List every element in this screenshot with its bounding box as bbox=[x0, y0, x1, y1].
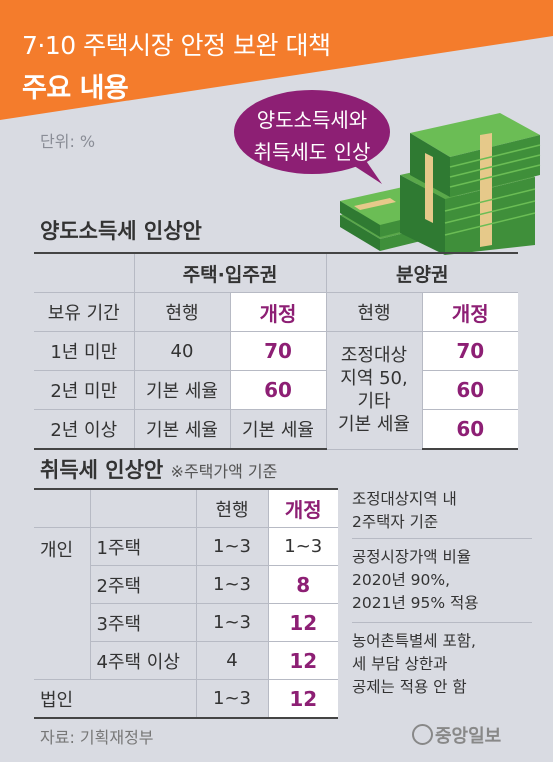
note-divider bbox=[352, 622, 532, 623]
housing-current-cell: 40 bbox=[133, 331, 231, 371]
table-row: 3주택 1~3 12 bbox=[34, 603, 338, 642]
presale-current-merged-cell: 조정대상 지역 50, 기타 기본 세율 bbox=[325, 331, 423, 450]
text-line: 기본 세율 bbox=[338, 414, 410, 436]
housing-revised-cell: 기본 세율 bbox=[229, 409, 327, 450]
housing-current-cell: 기본 세율 bbox=[133, 370, 231, 410]
text-line: 농어촌특별세 포함, bbox=[352, 632, 476, 650]
text-line: 지역 50, bbox=[340, 368, 408, 390]
empty-cell bbox=[89, 488, 197, 528]
revised-cell: 12 bbox=[267, 641, 338, 680]
logo-icon bbox=[412, 724, 433, 745]
housing-revised-cell: 70 bbox=[229, 331, 327, 371]
housing-current-cell: 기본 세율 bbox=[133, 409, 231, 450]
period-cell: 2년 이상 bbox=[34, 409, 135, 450]
current-cell: 1~3 bbox=[195, 603, 269, 642]
table-row: 현행 개정 bbox=[34, 488, 338, 528]
presale-revised-cell: 70 bbox=[421, 331, 518, 371]
text-line: 2주택자 기준 bbox=[352, 513, 439, 531]
speech-bubble bbox=[234, 90, 390, 184]
current-cell: 1~3 bbox=[195, 679, 269, 719]
revised-cell: 8 bbox=[267, 565, 338, 604]
col-current: 현행 bbox=[325, 292, 423, 332]
text-line: 2021년 95% 적용 bbox=[352, 594, 479, 612]
revised-cell: 12 bbox=[267, 603, 338, 642]
row-header-period: 보유 기간 bbox=[34, 292, 135, 332]
text-line: 세 부담 상한과 bbox=[352, 655, 448, 673]
col-revised: 개정 bbox=[421, 292, 518, 332]
table-row: 2년 미만 기본 세율 60 60 bbox=[34, 370, 518, 410]
title-line2: 주요 내용 bbox=[22, 73, 129, 104]
text-line: 조정대상 bbox=[340, 345, 408, 367]
acquisition-table: 현행 개정 개인 1주택 1~3 1~3 2주택 1~3 8 3주택 1~3 1… bbox=[34, 488, 338, 719]
acquisition-subtitle: ※주택가액 기준 bbox=[170, 462, 278, 481]
house-count-cell: 3주택 bbox=[89, 603, 197, 642]
table-row: 4주택 이상 4 12 bbox=[34, 641, 338, 680]
group-individual: 개인 bbox=[34, 527, 91, 680]
acquisition-title: 취득세 인상안 bbox=[40, 458, 164, 482]
period-cell: 1년 미만 bbox=[34, 331, 135, 371]
col-current: 현행 bbox=[195, 488, 269, 528]
col-revised: 개정 bbox=[267, 488, 338, 528]
empty-cell bbox=[34, 488, 91, 528]
unit-label: 단위: % bbox=[40, 132, 96, 151]
header-banner bbox=[0, 0, 553, 120]
table-row: 1년 미만 40 70 조정대상 지역 50, 기타 기본 세율 70 bbox=[34, 331, 518, 450]
text-line: 공정시장가액 비율 bbox=[352, 548, 472, 566]
source-label: 자료: 기획재정부 bbox=[40, 728, 154, 747]
col-revised: 개정 bbox=[229, 292, 327, 332]
money-stack-icon bbox=[340, 113, 541, 255]
presale-revised-cell: 60 bbox=[421, 370, 518, 410]
publisher-logo: 중앙일보 bbox=[412, 722, 501, 748]
house-count-cell: 2주택 bbox=[89, 565, 197, 604]
text-line: 공제는 적용 안 함 bbox=[352, 678, 467, 696]
text-line: 조정대상지역 내 bbox=[352, 490, 457, 508]
acquisition-title-row: 취득세 인상안 ※주택가액 기준 bbox=[40, 454, 277, 484]
text-line: 기타 bbox=[357, 391, 391, 413]
table-row: 2주택 1~3 8 bbox=[34, 565, 338, 604]
note-2: 공정시장가액 비율 2020년 90%, 2021년 95% 적용 bbox=[352, 546, 532, 615]
table-row: 법인 1~3 12 bbox=[34, 679, 338, 719]
capital-gains-title: 양도소득세 인상안 bbox=[40, 219, 202, 243]
capital-gains-table: 주택·입주권 분양권 보유 기간 현행 개정 현행 개정 1년 미만 40 70… bbox=[34, 252, 518, 450]
house-count-cell: 4주택 이상 bbox=[89, 641, 197, 680]
house-count-cell: 1주택 bbox=[89, 527, 197, 566]
col-current: 현행 bbox=[133, 292, 231, 332]
note-1: 조정대상지역 내 2주택자 기준 bbox=[352, 488, 532, 534]
col-group-presale: 분양권 bbox=[325, 252, 518, 293]
current-cell: 1~3 bbox=[195, 565, 269, 604]
presale-current-text: 조정대상 지역 50, 기타 기본 세율 bbox=[327, 344, 422, 436]
empty-cell bbox=[34, 252, 135, 293]
group-corporate: 법인 bbox=[34, 679, 197, 719]
current-cell: 1~3 bbox=[195, 527, 269, 566]
table-row: 개인 1주택 1~3 1~3 bbox=[34, 527, 338, 680]
col-group-housing: 주택·입주권 bbox=[133, 252, 327, 293]
title-line1: 7·10 주택시장 안정 보완 대책 bbox=[22, 31, 331, 60]
note-divider bbox=[352, 538, 532, 539]
presale-revised-cell: 60 bbox=[421, 409, 518, 450]
bubble-line2: 취득세도 인상 bbox=[253, 140, 371, 164]
table-row: 주택·입주권 분양권 bbox=[34, 252, 518, 293]
table-row: 보유 기간 현행 개정 현행 개정 bbox=[34, 292, 518, 332]
bubble-line1: 양도소득세와 bbox=[256, 108, 368, 132]
period-cell: 2년 미만 bbox=[34, 370, 135, 410]
table-row: 2년 이상 기본 세율 기본 세율 60 bbox=[34, 409, 518, 450]
bubble-text: 양도소득세와 취득세도 인상 bbox=[232, 104, 392, 168]
housing-revised-cell: 60 bbox=[229, 370, 327, 410]
text-line: 2020년 90%, bbox=[352, 571, 451, 589]
revised-cell: 1~3 bbox=[267, 527, 338, 566]
current-cell: 4 bbox=[195, 641, 269, 680]
revised-cell: 12 bbox=[267, 679, 338, 719]
logo-text: 중앙일보 bbox=[435, 726, 502, 747]
